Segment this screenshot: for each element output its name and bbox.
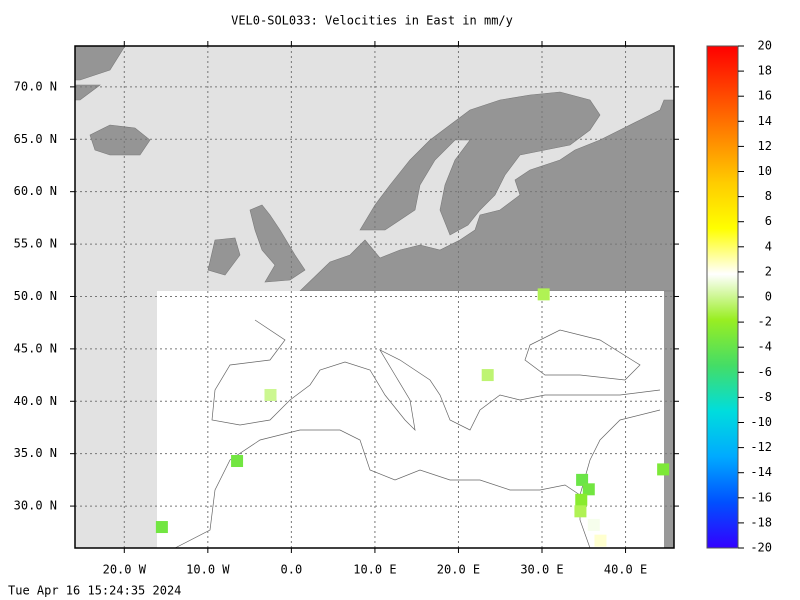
map-area [75, 46, 674, 548]
land [75, 84, 101, 101]
velocity-cell [587, 518, 600, 531]
colorbar-tick-label: -16 [750, 490, 772, 504]
coastline [524, 329, 641, 381]
velocity-cell [574, 505, 587, 518]
velocity-cell [481, 369, 494, 382]
colorbar-tick-label: -6 [758, 365, 772, 379]
y-tick-label: 50.0 N [14, 289, 57, 303]
velocity-cell [264, 388, 277, 401]
x-tick-label: 20.0 E [437, 563, 480, 577]
y-tick-label: 65.0 N [14, 132, 57, 146]
coastline [211, 319, 661, 432]
land [207, 237, 241, 276]
no-data-strip [664, 100, 674, 548]
velocity-cell [657, 463, 670, 476]
velocity-cell [155, 521, 168, 534]
colorbar-tick-label: 8 [765, 189, 772, 203]
land [75, 46, 126, 81]
velocity-cell [231, 455, 244, 468]
colorbar-tick-label: -8 [758, 390, 772, 404]
chart-title: VEL0-SOL033: Velocities in East in mm/y [231, 14, 513, 28]
y-tick-label: 70.0 N [14, 79, 57, 93]
colorbar-tick-label: 14 [758, 114, 772, 128]
data-region [157, 291, 664, 548]
colorbar-tick-label: -4 [758, 340, 772, 354]
y-tick-label: 55.0 N [14, 237, 57, 251]
velocity-cell [594, 534, 607, 547]
colorbar-tick-label: -18 [750, 515, 772, 529]
colorbar-tick-label: 12 [758, 139, 772, 153]
colorbar-tick-label: 6 [765, 214, 772, 228]
velocity-cell [537, 288, 550, 301]
colorbar-tick-label: 0 [765, 290, 772, 304]
colorbar-tick-label: -14 [750, 465, 772, 479]
colorbar-tick-label: 10 [758, 164, 772, 178]
land [89, 124, 151, 156]
colorbar-tick-label: -12 [750, 440, 772, 454]
y-tick-label: 40.0 N [14, 394, 57, 408]
y-tick-label: 60.0 N [14, 184, 57, 198]
x-tick-label: 20.0 W [103, 563, 147, 577]
x-tick-label: 30.0 E [520, 563, 563, 577]
colorbar-tick-label: -2 [758, 315, 772, 329]
coastline [579, 409, 661, 496]
land [359, 91, 601, 236]
colorbar-tick-label: 4 [765, 239, 772, 253]
coastline [174, 429, 591, 548]
y-tick-label: 35.0 N [14, 446, 57, 460]
timestamp: Tue Apr 16 15:24:35 2024 [8, 584, 181, 598]
colorbar [706, 45, 739, 549]
velocity-cell [575, 493, 588, 506]
colorbar-tick-label: 20 [758, 39, 772, 53]
colorbar-tick-label: 18 [758, 64, 772, 78]
x-tick-label: 10.0 E [353, 563, 396, 577]
land [299, 99, 674, 292]
x-tick-label: 0.0 [281, 563, 303, 577]
colorbar-tick-label: -10 [750, 415, 772, 429]
y-tick-label: 30.0 N [14, 499, 57, 513]
velocity-cell [582, 483, 595, 496]
x-tick-label: 10.0 W [186, 563, 230, 577]
colorbar-tick-label: -20 [750, 541, 772, 555]
velocity-cell [576, 473, 589, 486]
colorbar-tick-label: 16 [758, 89, 772, 103]
colorbar-tick-label: 2 [765, 264, 772, 278]
y-tick-label: 45.0 N [14, 341, 57, 355]
x-tick-label: 40.0 E [604, 563, 647, 577]
